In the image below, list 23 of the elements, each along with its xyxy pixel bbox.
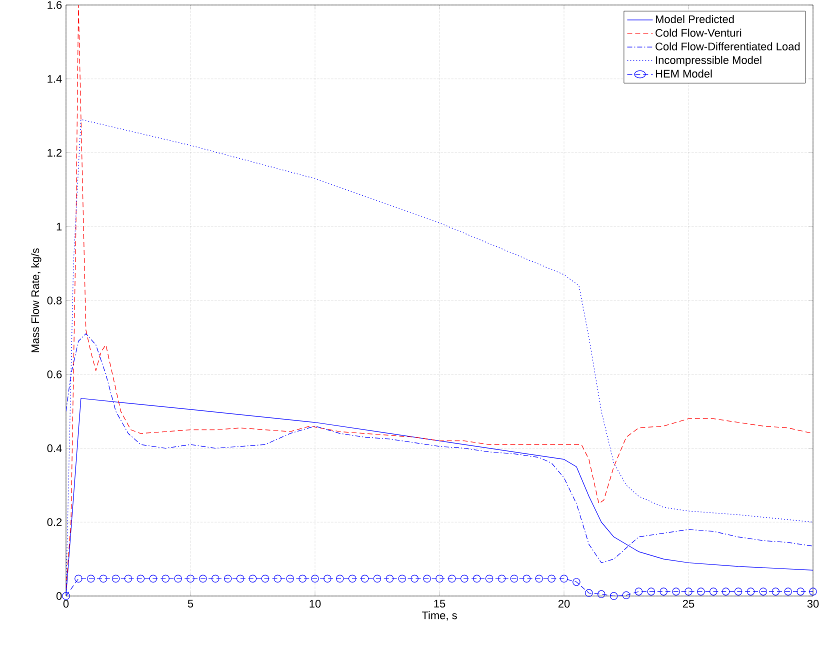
y-axis-title: Mass Flow Rate, kg/s: [31, 248, 42, 352]
legend-label: HEM Model: [656, 70, 712, 78]
legend-label: Cold Flow-Venturi: [656, 28, 742, 37]
legend-label: Cold Flow-Differentiated Load: [656, 42, 800, 50]
y-tick-label: 0.2: [47, 518, 62, 526]
x-axis-title: Time, s: [422, 611, 457, 621]
y-tick-label: 0: [56, 592, 62, 600]
x-tick-label: 10: [310, 600, 321, 608]
legend-label: Incompressible Model: [656, 56, 762, 66]
x-tick-label: 25: [682, 600, 694, 608]
x-tick-label: 15: [434, 600, 446, 608]
y-tick-label: 1: [56, 222, 62, 230]
x-tick-label: 5: [188, 600, 194, 608]
y-tick-label: 1.6: [48, 1, 62, 9]
x-tick-label: 20: [558, 600, 570, 608]
y-tick-label: 0.6: [47, 370, 62, 378]
y-tick-label: 1.4: [48, 75, 62, 83]
y-tick-label: 0.4: [47, 444, 62, 452]
legend-label: Model Predicted: [656, 15, 734, 24]
x-tick-label: 30: [807, 600, 819, 608]
y-tick-label: 0.8: [47, 296, 62, 304]
x-tick-label: 0: [63, 600, 69, 608]
y-tick-label: 1.2: [48, 148, 62, 157]
